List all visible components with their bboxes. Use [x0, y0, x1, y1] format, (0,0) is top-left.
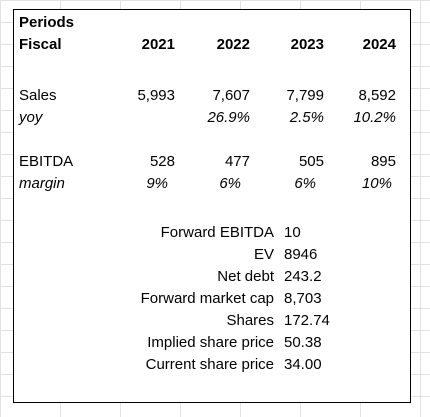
net-debt-label[interactable]: Net debt: [217, 268, 274, 285]
current-share-price-value[interactable]: 34.00: [284, 356, 322, 373]
fiscal-label[interactable]: Fiscal: [19, 36, 62, 53]
margin-2022[interactable]: 6%: [219, 175, 241, 192]
sales-2021[interactable]: 5,993: [137, 87, 175, 104]
sales-2024[interactable]: 8,592: [358, 87, 396, 104]
yoy-2022[interactable]: 26.9%: [207, 109, 250, 126]
yoy-2021[interactable]: [111, 107, 175, 129]
yoy-label[interactable]: yoy: [19, 109, 43, 126]
ebitda-2023[interactable]: 505: [298, 153, 324, 170]
current-share-price-label[interactable]: Current share price: [145, 356, 274, 373]
sales-label[interactable]: Sales: [19, 87, 57, 104]
forward-ebitda-value[interactable]: 10: [284, 224, 301, 241]
margin-2021[interactable]: 9%: [146, 175, 168, 192]
forward-market-cap-label[interactable]: Forward market cap: [140, 290, 274, 307]
ev-value[interactable]: 8946: [284, 246, 318, 263]
yoy-2023[interactable]: 2.5%: [289, 109, 324, 126]
margin-2023[interactable]: 6%: [294, 175, 316, 192]
implied-share-price-value[interactable]: 50.38: [284, 334, 322, 351]
ebitda-2021[interactable]: 528: [149, 153, 175, 170]
implied-share-price-label[interactable]: Implied share price: [147, 334, 274, 351]
net-debt-value[interactable]: 243.2: [284, 268, 322, 285]
sales-2022[interactable]: 7,607: [212, 87, 250, 104]
year-header-2023[interactable]: 2023: [290, 36, 324, 53]
model-table-box: Periods Fiscal 2021 2022 2023 2024 Sales…: [13, 9, 411, 403]
year-header-2021[interactable]: 2021: [141, 36, 175, 53]
forward-ebitda-label[interactable]: Forward EBITDA: [160, 224, 274, 241]
ebitda-2024[interactable]: 895: [370, 153, 396, 170]
periods-label[interactable]: Periods: [19, 14, 75, 31]
margin-2024[interactable]: 10%: [361, 175, 392, 192]
margin-label[interactable]: margin: [19, 175, 65, 192]
year-header-2022[interactable]: 2022: [216, 36, 250, 53]
year-header-2024[interactable]: 2024: [362, 36, 396, 53]
shares-value[interactable]: 172.74: [284, 312, 330, 329]
sales-2023[interactable]: 7,799: [286, 87, 324, 104]
shares-label[interactable]: Shares: [226, 312, 274, 329]
ebitda-label[interactable]: EBITDA: [19, 153, 74, 170]
ev-label[interactable]: EV: [253, 246, 274, 263]
yoy-2024[interactable]: 10.2%: [353, 109, 396, 126]
forward-market-cap-value[interactable]: 8,703: [284, 290, 322, 307]
ebitda-2022[interactable]: 477: [224, 153, 250, 170]
